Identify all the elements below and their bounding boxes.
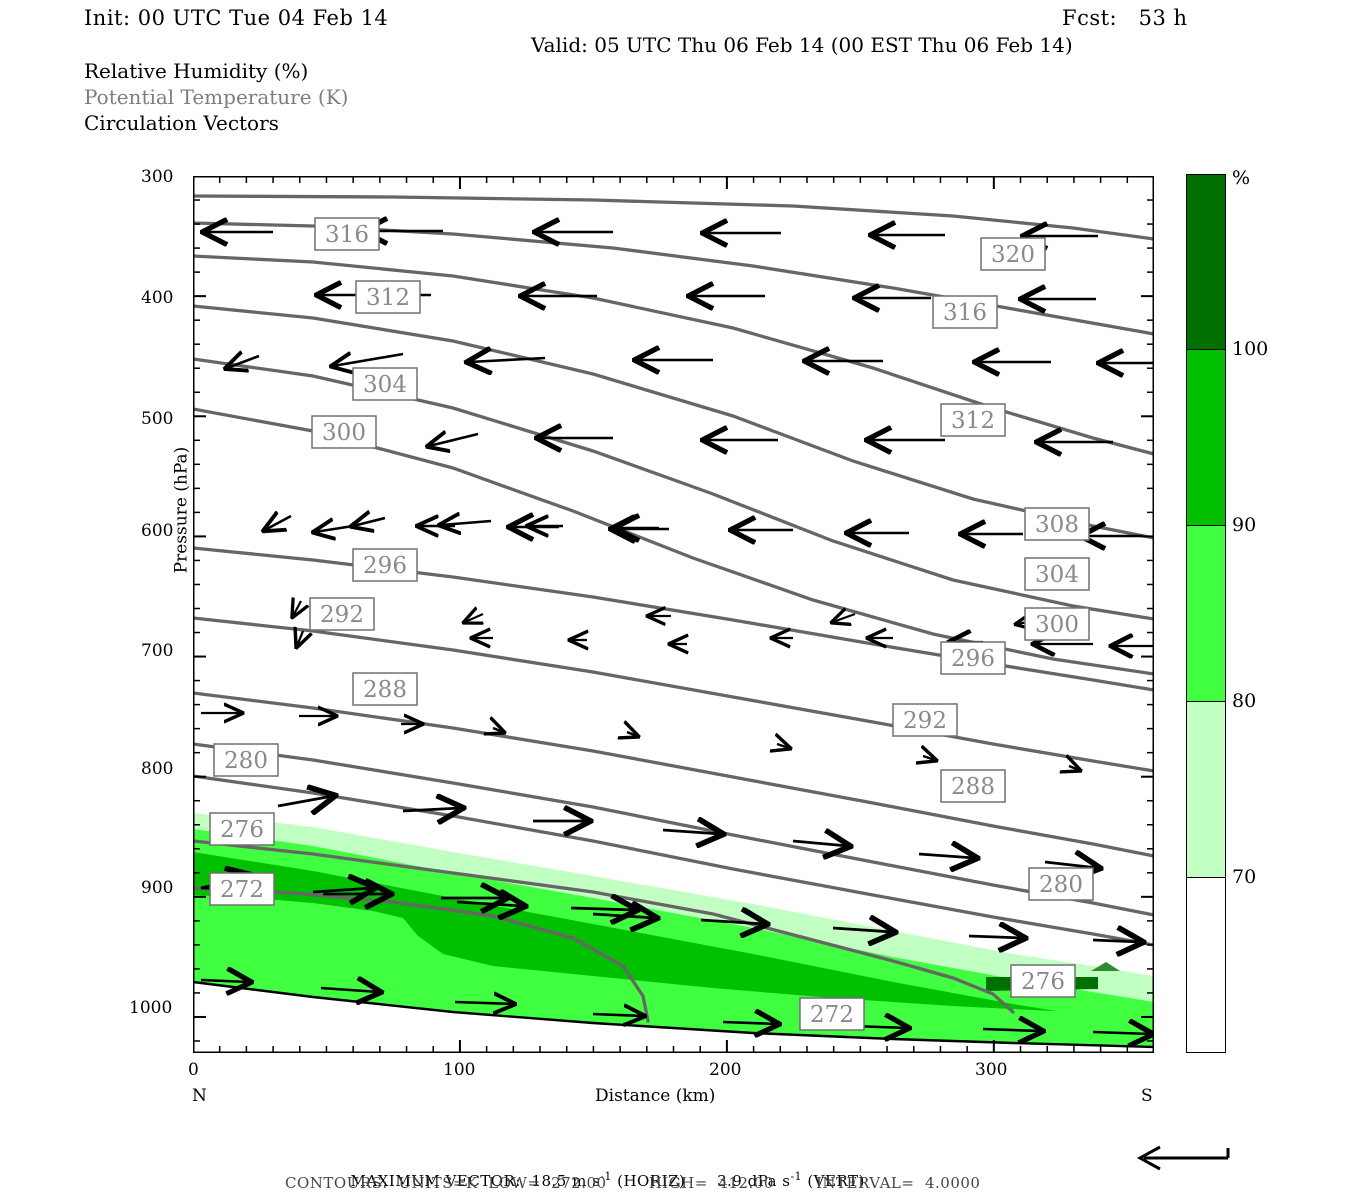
svg-text:316: 316 <box>325 222 369 248</box>
field-potential-temperature-label: Potential Temperature (K) <box>84 85 349 109</box>
svg-text:272: 272 <box>810 1002 854 1028</box>
max-vector-line: MAXIMUM VECTOR: 18.5 m s-1 (HORIZ) 3.9 d… <box>340 1152 865 1190</box>
y-tick-300: 300 <box>141 167 174 187</box>
x-tick-300: 300 <box>975 1060 1008 1080</box>
max-vector-vert-value: 3.9 dPa s <box>716 1172 791 1190</box>
x-tick-100: 100 <box>443 1060 476 1080</box>
max-vector-label: MAXIMUM VECTOR: <box>350 1172 521 1190</box>
colorbar-unit-label: % <box>1232 167 1251 189</box>
svg-text:296: 296 <box>951 646 995 672</box>
y-tick-1000: 1000 <box>129 998 173 1018</box>
colorbar-segment-80-90[interactable] <box>1186 526 1226 702</box>
colorbar-tick-100: 100 <box>1232 338 1269 360</box>
svg-text:320: 320 <box>991 242 1035 268</box>
colorbar-segment-70-80[interactable] <box>1186 702 1226 878</box>
svg-text:276: 276 <box>220 817 264 843</box>
svg-text:308: 308 <box>1035 512 1079 538</box>
svg-text:280: 280 <box>224 748 268 774</box>
max-vector-horiz-exponent: -1 <box>600 1170 612 1183</box>
svg-text:312: 312 <box>366 285 410 311</box>
svg-text:288: 288 <box>363 677 407 703</box>
y-tick-700: 700 <box>141 641 174 661</box>
colorbar-segment-under-70[interactable] <box>1186 878 1226 1053</box>
y-axis-title-text: Pressure (hPa) <box>171 446 192 574</box>
svg-text:276: 276 <box>1021 969 1065 995</box>
colorbar-tick-70: 70 <box>1232 866 1257 888</box>
field-circulation-vectors-label: Circulation Vectors <box>84 111 279 135</box>
svg-text:288: 288 <box>951 774 995 800</box>
svg-text:296: 296 <box>363 553 407 579</box>
svg-text:272: 272 <box>220 877 264 903</box>
forecast-hour-label: Fcst: 53 h <box>1062 6 1188 30</box>
svg-text:300: 300 <box>322 420 366 446</box>
cross-section-plot[interactable]: 316 312 304 300 296 292 288 280 276 272 … <box>193 176 1154 1053</box>
colorbar-segment-over-100[interactable] <box>1186 174 1226 350</box>
svg-text:312: 312 <box>951 408 995 434</box>
x-tick-0: 0 <box>188 1060 199 1080</box>
valid-time-label: Valid: 05 UTC Thu 06 Feb 14 (00 EST Thu … <box>531 33 1073 57</box>
field-relative-humidity-label: Relative Humidity (%) <box>84 59 309 83</box>
contours-info-line: CONTOURS: UNITS=K LOW= 272.00 HIGH= 412.… <box>285 1174 981 1192</box>
max-vector-horiz-value: 18.5 m s <box>531 1172 601 1190</box>
max-vector-vert-exponent: -1 <box>790 1170 803 1183</box>
y-tick-500: 500 <box>141 409 174 429</box>
colorbar[interactable] <box>1186 174 1226 1053</box>
max-vector-vert-tag: (VERT) <box>807 1172 865 1190</box>
svg-text:292: 292 <box>320 602 364 628</box>
svg-text:292: 292 <box>903 708 947 734</box>
reference-vector-legend <box>1130 1138 1250 1182</box>
y-tick-600: 600 <box>141 521 174 541</box>
svg-text:280: 280 <box>1039 872 1083 898</box>
colorbar-tick-90: 90 <box>1232 514 1257 536</box>
x-endpoint-south: S <box>1141 1086 1153 1106</box>
max-vector-horiz-tag: (HORIZ) <box>617 1172 686 1190</box>
svg-text:300: 300 <box>1035 612 1079 638</box>
init-time-label: Init: 00 UTC Tue 04 Feb 14 <box>84 6 389 30</box>
svg-text:304: 304 <box>1035 562 1079 588</box>
svg-text:316: 316 <box>943 300 987 326</box>
colorbar-segment-90-100[interactable] <box>1186 350 1226 526</box>
x-tick-200: 200 <box>709 1060 742 1080</box>
y-tick-900: 900 <box>141 878 174 898</box>
colorbar-tick-80: 80 <box>1232 690 1257 712</box>
y-tick-800: 800 <box>141 759 174 779</box>
y-tick-400: 400 <box>141 288 174 308</box>
x-endpoint-north: N <box>192 1086 207 1106</box>
svg-text:304: 304 <box>363 372 407 398</box>
x-axis-title: Distance (km) <box>595 1086 716 1106</box>
